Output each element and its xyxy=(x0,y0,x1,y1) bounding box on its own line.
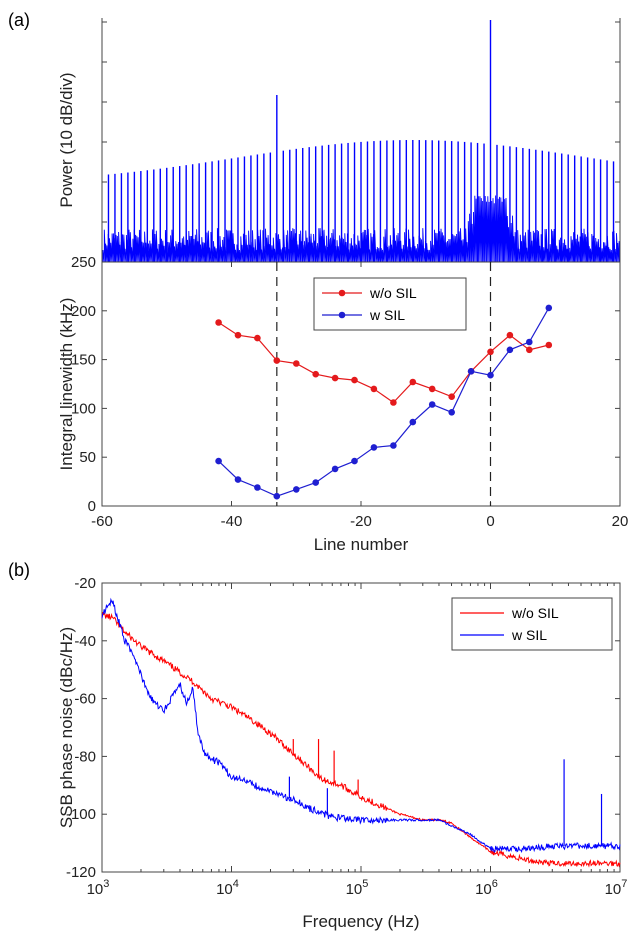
phase-noise-plot: 103 104 105 106 107-120-100-80-60-40-20Frequ… xyxy=(57,575,627,931)
data-point xyxy=(545,304,553,312)
data-point xyxy=(428,385,436,393)
data-point xyxy=(331,374,339,382)
phase-noise-x-tick-label: 106 xyxy=(475,878,498,898)
phase-noise-legend-box xyxy=(451,597,613,651)
power-spectrum-plot: Power (10 dB/div) xyxy=(57,18,621,263)
phase-noise-x-tick-label: 105 xyxy=(346,878,369,898)
data-point xyxy=(390,442,397,449)
phase-noise-y-tick-label: -40 xyxy=(74,633,96,650)
data-point xyxy=(215,457,222,465)
phase-noise-y-tick-label: -100 xyxy=(66,806,96,823)
spectrum-y-label: Power (10 dB/div) xyxy=(57,72,76,207)
legend-swatch-marker xyxy=(338,289,346,297)
data-point xyxy=(526,338,533,346)
data-point xyxy=(409,418,417,426)
legend-label: w/o SIL xyxy=(511,605,559,621)
series-line-without-sil xyxy=(218,321,549,404)
phase-noise-y-tick-label: -20 xyxy=(74,575,96,592)
data-point xyxy=(526,346,533,354)
data-point xyxy=(293,486,300,493)
data-point xyxy=(331,465,339,473)
phase-noise-x-tick-label: 107 xyxy=(605,878,628,898)
legend-label: w SIL xyxy=(369,307,405,323)
data-point xyxy=(448,409,456,416)
data-point xyxy=(370,385,378,393)
data-point xyxy=(351,376,358,384)
legend-label: w SIL xyxy=(511,627,547,643)
tick-exponent: 5 xyxy=(362,878,368,890)
data-point xyxy=(448,393,456,401)
tick-exponent: 7 xyxy=(621,878,627,890)
data-point xyxy=(545,341,553,349)
linewidth-y-tick-label: 250 xyxy=(71,254,96,271)
panel-a-label: (a) xyxy=(8,10,30,30)
data-point xyxy=(312,370,320,378)
data-point xyxy=(254,334,261,342)
phase-noise-trace-without-sil xyxy=(101,612,621,868)
legend-label: w/o SIL xyxy=(369,285,417,301)
linewidth-x-tick-label: -40 xyxy=(221,513,243,530)
tick-base: 10 xyxy=(475,881,492,898)
data-point xyxy=(273,492,281,500)
phase-noise-y-tick-label: -120 xyxy=(66,864,96,881)
panel-b-label: (b) xyxy=(8,560,30,580)
tick-exponent: 4 xyxy=(233,878,239,890)
legend-swatch-marker xyxy=(338,311,346,319)
linewidth-y-tick-label: 200 xyxy=(71,303,96,320)
phase-noise-x-label: Frequency (Hz) xyxy=(302,912,419,931)
tick-base: 10 xyxy=(87,881,104,898)
linewidth-y-tick-label: 0 xyxy=(88,498,96,515)
linewidth-x-tick-label: -60 xyxy=(91,513,113,530)
data-point xyxy=(370,444,378,451)
linewidth-x-tick-label: 20 xyxy=(612,513,629,530)
data-point xyxy=(487,371,494,379)
data-point xyxy=(467,368,475,375)
tick-exponent: 6 xyxy=(492,878,498,890)
linewidth-x-tick-label: -20 xyxy=(350,513,372,530)
phase-noise-y-label: SSB phase noise (dBc/Hz) xyxy=(57,627,76,828)
linewidth-x-tick-label: 0 xyxy=(486,513,494,530)
data-point xyxy=(234,331,242,339)
tick-base: 10 xyxy=(605,881,622,898)
data-point xyxy=(409,378,417,386)
series-line-with-sil xyxy=(218,307,550,497)
phase-noise-x-tick-label: 104 xyxy=(216,878,239,898)
data-point xyxy=(312,479,320,486)
linewidth-y-tick-label: 100 xyxy=(71,400,96,417)
data-point xyxy=(390,399,397,406)
data-point xyxy=(254,484,261,491)
linewidth-legend-box xyxy=(313,277,467,331)
data-point xyxy=(293,360,300,367)
phase-noise-y-tick-label: -60 xyxy=(74,691,96,708)
data-point xyxy=(506,331,514,339)
data-point xyxy=(487,348,494,356)
phase-noise-y-tick-label: -80 xyxy=(74,748,96,765)
data-point xyxy=(351,457,358,465)
linewidth-y-tick-label: 150 xyxy=(71,352,96,369)
tick-base: 10 xyxy=(346,881,363,898)
data-point xyxy=(215,319,222,326)
linewidth-y-tick-label: 50 xyxy=(79,449,96,466)
phase-noise-trace-with-sil xyxy=(101,597,621,853)
tick-base: 10 xyxy=(216,881,233,898)
tick-exponent: 3 xyxy=(103,878,109,890)
data-point xyxy=(428,401,436,408)
data-point xyxy=(273,357,281,364)
phase-noise-x-tick-label: 103 xyxy=(87,878,110,898)
data-point xyxy=(506,346,514,354)
data-point xyxy=(234,476,242,483)
linewidth-y-label: Integral linewidth (kHz) xyxy=(57,298,76,471)
linewidth-x-label: Line number xyxy=(314,535,409,554)
